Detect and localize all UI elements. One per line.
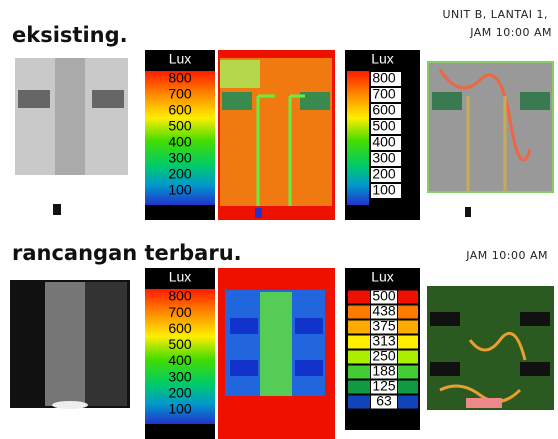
legend-label: 375 (372, 318, 396, 334)
plan-render (15, 58, 128, 215)
legend-label: 300 (168, 368, 192, 384)
swatch (398, 350, 418, 364)
legend-label: 800 (372, 70, 396, 86)
legend-unit: Lux (371, 269, 394, 285)
section-title: eksisting. (12, 23, 128, 47)
legend-label: 800 (168, 70, 192, 86)
label-box (371, 395, 397, 409)
swatch (348, 320, 370, 334)
swatch (398, 320, 418, 334)
legend-label: 500 (168, 118, 192, 134)
label-box (371, 168, 401, 182)
swatch (348, 290, 370, 304)
label-box (371, 72, 401, 86)
legend-label: 100 (168, 401, 192, 417)
color-scale (347, 71, 369, 205)
label-box (371, 365, 397, 379)
legend-label: 200 (168, 384, 192, 400)
legend-label: 63 (376, 393, 392, 409)
color-scale (145, 71, 215, 205)
label-box (371, 136, 401, 150)
label-box (371, 350, 397, 364)
label-box (371, 305, 397, 319)
legend-label: 400 (168, 134, 192, 150)
label-box (371, 104, 401, 118)
label-box (371, 290, 397, 304)
section-title: rancangan terbaru. (12, 241, 242, 265)
legend-label: 500 (372, 288, 396, 304)
swatch (398, 305, 418, 319)
swatch (398, 395, 418, 409)
legend-unit: Lux (169, 269, 192, 285)
label-box (371, 184, 401, 198)
legend-label: 313 (372, 333, 396, 349)
legend-unit: Lux (169, 51, 192, 67)
label-box (371, 152, 401, 166)
legend-label: 100 (168, 182, 192, 198)
heatmap (218, 50, 335, 220)
swatch (398, 380, 418, 394)
legend-label: 438 (372, 303, 396, 319)
swatch (398, 290, 418, 304)
swatch (348, 305, 370, 319)
label-box (371, 380, 397, 394)
legend-label: 700 (168, 304, 192, 320)
legend-label: 250 (372, 348, 396, 364)
plan-render (427, 286, 554, 410)
legend-label: 188 (372, 363, 396, 379)
swatch (348, 350, 370, 364)
legend-label: 700 (372, 86, 396, 102)
legend-label: 700 (168, 86, 192, 102)
legend-label: 300 (372, 150, 396, 166)
heatmap (218, 268, 335, 439)
legend-label: 100 (372, 182, 396, 198)
swatch (348, 380, 370, 394)
swatch (348, 365, 370, 379)
legend-label: 600 (372, 102, 396, 118)
plan-render (427, 61, 554, 217)
legend-label: 500 (372, 118, 396, 134)
legend-label: 600 (168, 320, 192, 336)
swatch (398, 335, 418, 349)
legend-label: 400 (168, 352, 192, 368)
legend-label: 125 (372, 378, 396, 394)
plan-render (10, 280, 130, 409)
caption: JAM 10:00 AM (465, 249, 548, 262)
color-scale (145, 289, 215, 424)
label-box (371, 320, 397, 334)
legend-label: 800 (168, 288, 192, 304)
legend-unit: Lux (371, 51, 394, 67)
label-box (371, 335, 397, 349)
legend-label: 300 (168, 150, 192, 166)
label-box (371, 88, 401, 102)
legend-label: 600 (168, 102, 192, 118)
swatch (348, 335, 370, 349)
caption: JAM 10:00 AM (469, 26, 552, 39)
legend-label: 400 (372, 134, 396, 150)
swatch (348, 395, 370, 409)
legends: Lux800700600500400300200100Lux8007006005… (145, 50, 420, 439)
swatch (398, 365, 418, 379)
legend-label: 200 (168, 166, 192, 182)
legend-label: 200 (372, 166, 396, 182)
label-box (371, 120, 401, 134)
caption: UNIT B, LANTAI 1, (442, 8, 548, 21)
legend-label: 500 (168, 336, 192, 352)
